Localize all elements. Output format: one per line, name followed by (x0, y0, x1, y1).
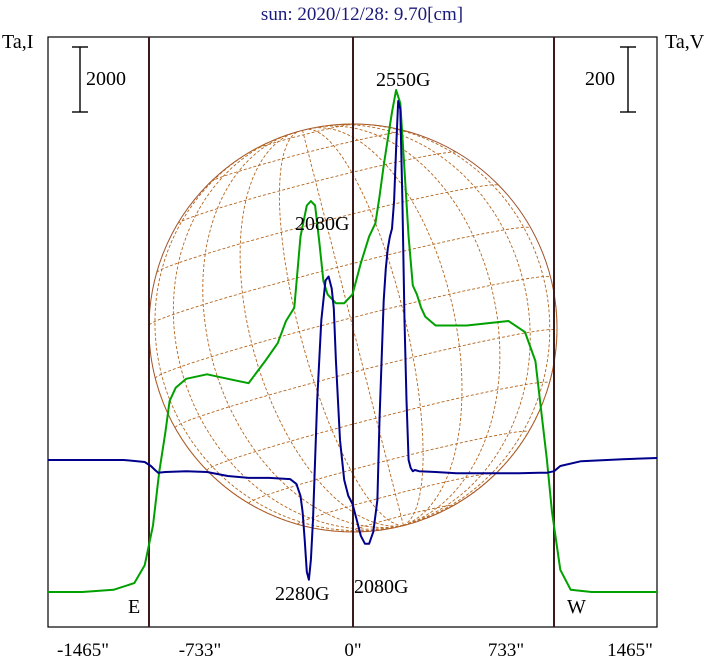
right-scale-bar-label: 200 (585, 68, 615, 90)
disk-grid-line (278, 130, 404, 526)
left-scale-bar-icon (72, 46, 88, 113)
right-scale-bar-icon (620, 46, 636, 113)
disk-grid-line (172, 135, 404, 530)
disk-grid-line (305, 128, 424, 526)
disk-grid-line (202, 134, 404, 528)
x-tick-label: 1465" (607, 640, 653, 661)
disk-grid-line (156, 184, 499, 273)
series-line-polarization (48, 100, 658, 581)
annotation-label: 2280G (275, 583, 329, 605)
disk-grid-line (312, 127, 463, 526)
disk-grid-line (320, 124, 531, 526)
disk-grid-line (302, 130, 404, 526)
disk-grid-line (177, 151, 457, 225)
series-line-intensity (48, 89, 657, 593)
disk-grid-line (343, 123, 551, 526)
left-axis-label: Ta,I (2, 31, 33, 53)
x-tick-label: 733" (488, 640, 524, 661)
disk-grid-line (253, 123, 355, 151)
disk-grid-line (154, 144, 404, 532)
limb-label-east: E (128, 596, 140, 618)
disk-grid-line (154, 378, 404, 533)
x-tick-label: -733" (179, 640, 222, 661)
chart-title: sun: 2020/12/28: 9.70[cm] (261, 4, 463, 25)
series-layer (48, 89, 658, 593)
right-axis-label: Ta,V (665, 31, 705, 53)
disk-grid-line (403, 277, 558, 526)
limb-label-west: W (567, 596, 586, 618)
x-tick-label: 0" (344, 640, 361, 661)
annotation-label: 2550G (376, 69, 430, 91)
left-scale-bar-label: 2000 (86, 68, 126, 90)
disk-grid-line (239, 132, 404, 527)
annotation-label: 2080G (295, 213, 349, 235)
x-tick-label: -1465" (57, 640, 109, 661)
annotation-label: 2080G (354, 576, 408, 598)
disk-grid-line (317, 125, 501, 526)
